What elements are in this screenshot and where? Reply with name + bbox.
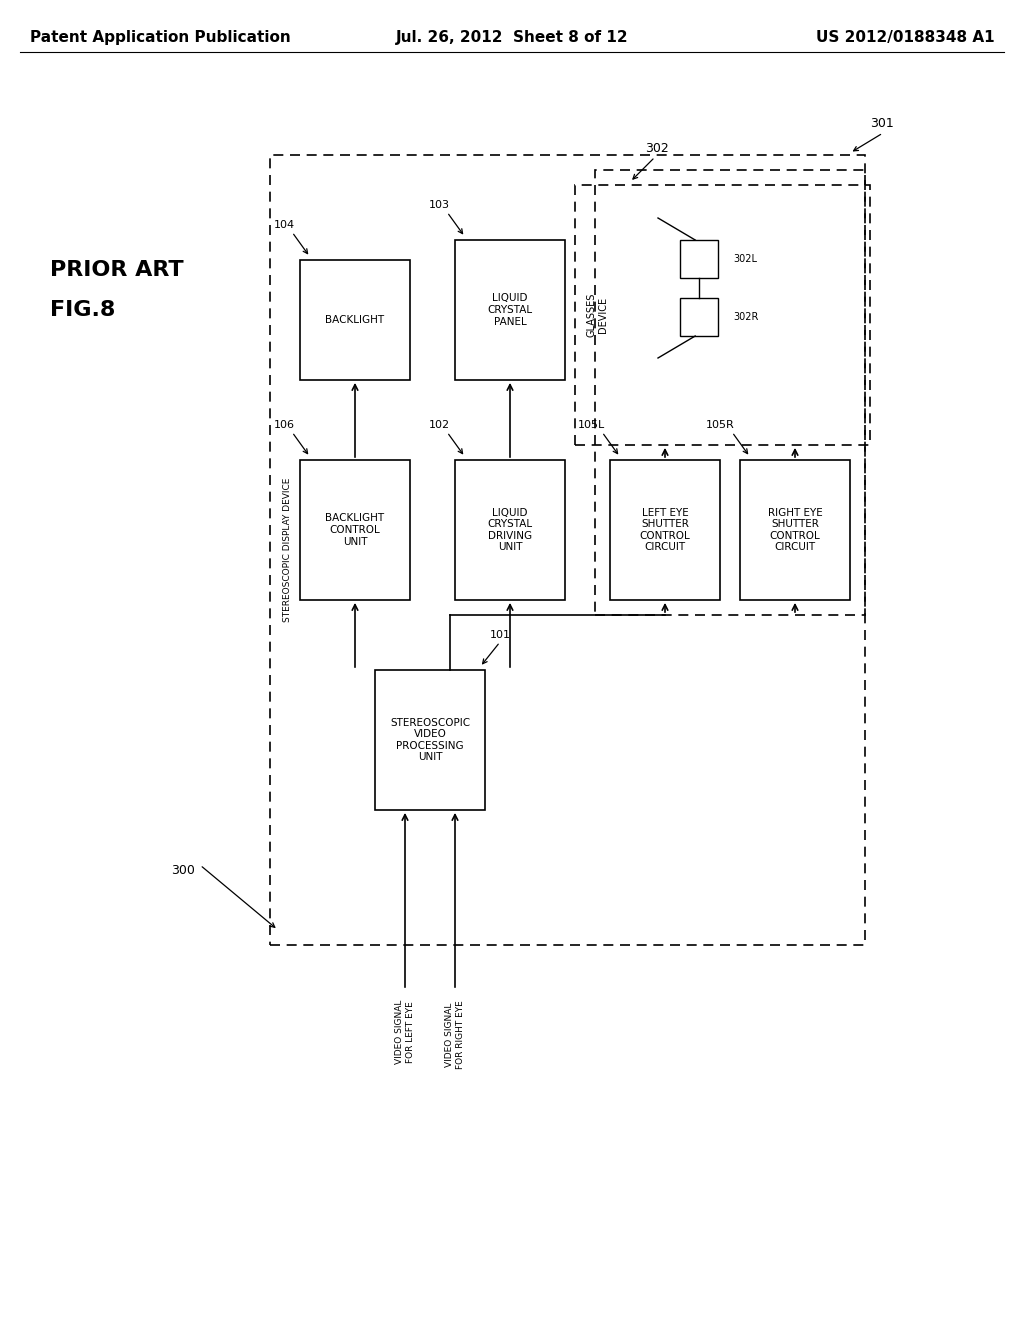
- Bar: [680, 240, 718, 279]
- Text: 101: 101: [490, 630, 511, 640]
- Bar: [680, 298, 718, 337]
- Text: 302: 302: [645, 143, 669, 154]
- Text: 301: 301: [870, 117, 894, 129]
- Text: 302L: 302L: [733, 253, 757, 264]
- Text: 103: 103: [429, 201, 450, 210]
- Bar: [455, 240, 565, 380]
- Bar: [270, 154, 865, 945]
- Text: 106: 106: [274, 420, 295, 430]
- Text: STEREOSCOPIC DISPLAY DEVICE: STEREOSCOPIC DISPLAY DEVICE: [284, 478, 293, 622]
- Text: LIQUID
CRYSTAL
PANEL: LIQUID CRYSTAL PANEL: [487, 293, 532, 326]
- Text: RIGHT EYE
SHUTTER
CONTROL
CIRCUIT: RIGHT EYE SHUTTER CONTROL CIRCUIT: [768, 508, 822, 552]
- Text: Jul. 26, 2012  Sheet 8 of 12: Jul. 26, 2012 Sheet 8 of 12: [395, 30, 629, 45]
- Bar: [300, 459, 410, 601]
- Text: LIQUID
CRYSTAL
DRIVING
UNIT: LIQUID CRYSTAL DRIVING UNIT: [487, 508, 532, 552]
- Bar: [595, 170, 865, 615]
- Text: US 2012/0188348 A1: US 2012/0188348 A1: [816, 30, 995, 45]
- Text: PRIOR ART: PRIOR ART: [50, 260, 183, 280]
- Text: VIDEO SIGNAL
FOR RIGHT EYE: VIDEO SIGNAL FOR RIGHT EYE: [445, 1001, 465, 1069]
- Text: STEREOSCOPIC
VIDEO
PROCESSING
UNIT: STEREOSCOPIC VIDEO PROCESSING UNIT: [390, 718, 470, 763]
- Bar: [575, 185, 870, 445]
- Bar: [740, 459, 850, 601]
- Text: 104: 104: [273, 220, 295, 230]
- Bar: [610, 459, 720, 601]
- Text: 102: 102: [429, 420, 450, 430]
- Text: 302R: 302R: [733, 312, 759, 322]
- Text: Patent Application Publication: Patent Application Publication: [30, 30, 291, 45]
- Text: BACKLIGHT: BACKLIGHT: [326, 315, 385, 325]
- Bar: [300, 260, 410, 380]
- Text: VIDEO SIGNAL
FOR LEFT EYE: VIDEO SIGNAL FOR LEFT EYE: [395, 1001, 415, 1064]
- Text: BACKLIGHT
CONTROL
UNIT: BACKLIGHT CONTROL UNIT: [326, 513, 385, 546]
- Text: 105R: 105R: [707, 420, 735, 430]
- Text: FIG.8: FIG.8: [50, 300, 116, 319]
- Bar: [375, 671, 485, 810]
- Text: 105L: 105L: [578, 420, 605, 430]
- Text: GLASSES
DEVICE: GLASSES DEVICE: [586, 293, 608, 337]
- Bar: [455, 459, 565, 601]
- Text: LEFT EYE
SHUTTER
CONTROL
CIRCUIT: LEFT EYE SHUTTER CONTROL CIRCUIT: [640, 508, 690, 552]
- Text: 300: 300: [171, 863, 195, 876]
